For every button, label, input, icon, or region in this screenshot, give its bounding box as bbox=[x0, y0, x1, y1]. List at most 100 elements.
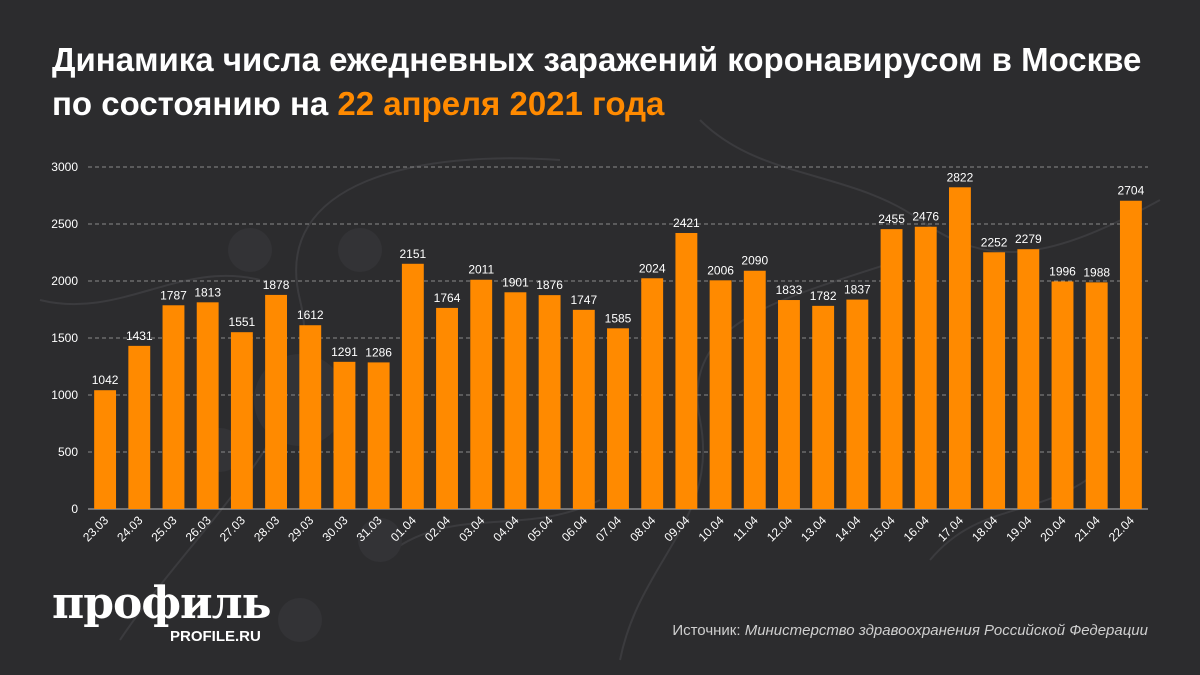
x-tick-label: 12.04 bbox=[764, 513, 795, 544]
bar-value-label: 1431 bbox=[126, 329, 153, 343]
source-value: Министерство здравоохранения Российской … bbox=[744, 622, 1148, 639]
bar-value-label: 2704 bbox=[1118, 184, 1145, 198]
bar-value-label: 2151 bbox=[399, 247, 426, 261]
bar bbox=[743, 270, 766, 509]
bar bbox=[812, 305, 835, 509]
bar-value-label: 2011 bbox=[468, 263, 494, 277]
x-tick-label: 15.04 bbox=[867, 513, 898, 544]
bar bbox=[333, 361, 356, 509]
bar bbox=[470, 279, 493, 509]
profile-logo: профиль bbox=[52, 578, 272, 629]
x-tick-label: 23.03 bbox=[80, 513, 111, 544]
profile-url[interactable]: PROFILE.RU bbox=[170, 628, 261, 645]
bar bbox=[641, 278, 664, 509]
x-tick-label: 03.04 bbox=[456, 513, 487, 544]
bar-value-label: 1585 bbox=[605, 311, 632, 325]
x-tick-label: 16.04 bbox=[901, 513, 932, 544]
bar bbox=[94, 390, 117, 509]
source-note: Источник: Министерство здравоохранения Р… bbox=[672, 622, 1148, 639]
x-tick-label: 21.04 bbox=[1072, 513, 1103, 544]
y-tick-label: 0 bbox=[71, 502, 78, 516]
value-labels: 1042 1431 1787 1813 1551 1878 1612 1291 1286 2151… bbox=[92, 170, 1145, 387]
x-tick-label: 01.04 bbox=[388, 513, 419, 544]
bar-value-label: 2252 bbox=[981, 235, 1008, 249]
bar-value-label: 1876 bbox=[536, 278, 563, 292]
bar bbox=[914, 226, 937, 509]
bar bbox=[983, 252, 1006, 509]
y-axis-labels: 0 500 1000 1500 2000 2500 3000 bbox=[51, 160, 78, 516]
x-tick-label: 27.03 bbox=[217, 513, 248, 544]
bar-value-label: 1747 bbox=[570, 293, 597, 307]
bar-value-label: 2455 bbox=[878, 212, 905, 226]
bar bbox=[709, 280, 732, 509]
y-tick-label: 2000 bbox=[51, 274, 78, 288]
bar bbox=[230, 332, 253, 509]
chart-title: Динамика числа ежедневных заражений коро… bbox=[52, 38, 1162, 126]
x-tick-label: 07.04 bbox=[593, 513, 624, 544]
bar bbox=[162, 305, 185, 509]
bar bbox=[846, 299, 869, 509]
bar-value-label: 1996 bbox=[1049, 264, 1076, 278]
x-tick-label: 08.04 bbox=[627, 513, 658, 544]
bar bbox=[1119, 200, 1142, 509]
y-tick-label: 3000 bbox=[51, 160, 78, 174]
bars bbox=[94, 187, 1142, 510]
bar-value-label: 1782 bbox=[810, 289, 837, 303]
x-tick-label: 04.04 bbox=[490, 513, 521, 544]
x-axis-labels: 23.03 24.03 25.03 26.03 27.03 28.03 29.03 30.03… bbox=[80, 513, 1137, 544]
bar bbox=[572, 309, 595, 509]
grid-lines bbox=[88, 166, 1148, 510]
bar bbox=[1085, 282, 1108, 509]
x-tick-label: 11.04 bbox=[730, 513, 761, 544]
title-main: Динамика числа ежедневных заражений коро… bbox=[52, 41, 1142, 122]
bar bbox=[948, 187, 971, 510]
x-tick-label: 25.03 bbox=[148, 513, 179, 544]
x-tick-label: 29.03 bbox=[285, 513, 316, 544]
bar bbox=[675, 233, 698, 510]
bar bbox=[1051, 281, 1074, 509]
bar bbox=[299, 325, 322, 509]
x-tick-label: 06.04 bbox=[559, 513, 590, 544]
x-tick-label: 10.04 bbox=[696, 513, 727, 544]
y-tick-label: 500 bbox=[58, 445, 78, 459]
bar bbox=[504, 292, 527, 509]
bar-value-label: 2476 bbox=[912, 210, 939, 224]
bar bbox=[538, 295, 561, 509]
x-tick-label: 19.04 bbox=[1003, 513, 1034, 544]
bar-value-label: 1787 bbox=[160, 288, 187, 302]
bar-value-label: 1901 bbox=[502, 275, 529, 289]
bar-value-label: 1286 bbox=[365, 345, 392, 359]
bar-value-label: 2006 bbox=[707, 263, 734, 277]
bar bbox=[778, 300, 800, 509]
x-tick-label: 28.03 bbox=[251, 513, 282, 544]
bar-value-label: 2090 bbox=[741, 254, 768, 268]
bar-value-label: 1988 bbox=[1083, 265, 1110, 279]
bar bbox=[265, 294, 288, 509]
bar bbox=[196, 302, 219, 509]
x-tick-label: 30.03 bbox=[319, 513, 350, 544]
bar-value-label: 2279 bbox=[1015, 232, 1042, 246]
bar-value-label: 2822 bbox=[947, 170, 974, 184]
bar-value-label: 1837 bbox=[844, 283, 871, 297]
bar-value-label: 1878 bbox=[263, 278, 290, 292]
bar-value-label: 1291 bbox=[331, 345, 358, 359]
bar-value-label: 2421 bbox=[673, 216, 700, 230]
y-tick-label: 2500 bbox=[51, 217, 78, 231]
bar bbox=[607, 328, 629, 509]
x-tick-label: 17.04 bbox=[935, 513, 966, 544]
bar-value-label: 1612 bbox=[297, 308, 324, 322]
x-tick-label: 24.03 bbox=[114, 513, 145, 544]
bar-value-label: 2024 bbox=[639, 261, 666, 275]
y-tick-label: 1000 bbox=[51, 388, 78, 402]
y-tick-label: 1500 bbox=[51, 331, 78, 345]
x-tick-label: 18.04 bbox=[969, 513, 1000, 544]
x-tick-label: 14.04 bbox=[832, 513, 863, 544]
bar bbox=[436, 307, 458, 509]
bar-value-label: 1042 bbox=[92, 373, 119, 387]
bar bbox=[367, 362, 390, 509]
x-tick-label: 05.04 bbox=[525, 513, 556, 544]
x-tick-label: 20.04 bbox=[1038, 513, 1069, 544]
bar-value-label: 1813 bbox=[194, 285, 221, 299]
bar-value-label: 1551 bbox=[229, 315, 256, 329]
